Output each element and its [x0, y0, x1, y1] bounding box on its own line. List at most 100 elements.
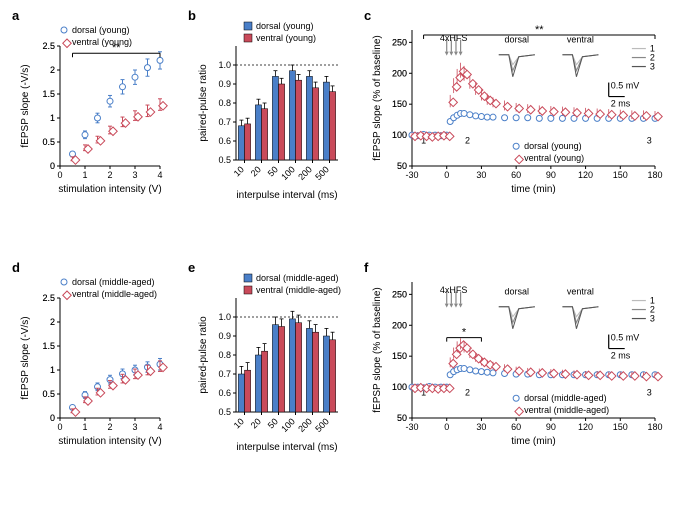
- svg-text:dorsal (middle-aged): dorsal (middle-aged): [256, 273, 339, 283]
- svg-text:0.5 mV: 0.5 mV: [611, 333, 640, 343]
- svg-text:c: c: [364, 8, 371, 23]
- svg-text:180: 180: [647, 170, 662, 180]
- svg-text:-30: -30: [405, 422, 418, 432]
- svg-text:10: 10: [232, 164, 246, 178]
- svg-text:0.5: 0.5: [218, 407, 231, 417]
- svg-text:e: e: [188, 260, 195, 275]
- svg-text:1: 1: [50, 365, 55, 375]
- svg-text:3: 3: [650, 314, 655, 324]
- svg-text:0.5: 0.5: [218, 155, 231, 165]
- svg-text:150: 150: [613, 422, 628, 432]
- svg-text:-30: -30: [405, 170, 418, 180]
- svg-text:ventral (young): ventral (young): [524, 153, 584, 163]
- svg-text:60: 60: [511, 170, 521, 180]
- svg-text:90: 90: [546, 422, 556, 432]
- svg-text:paired-pulse ratio: paired-pulse ratio: [198, 316, 209, 394]
- svg-text:2: 2: [465, 136, 470, 146]
- svg-text:30: 30: [476, 170, 486, 180]
- svg-text:2.5: 2.5: [42, 41, 55, 51]
- svg-text:1: 1: [82, 422, 87, 432]
- svg-text:250: 250: [392, 289, 407, 299]
- svg-text:0.8: 0.8: [218, 98, 231, 108]
- svg-text:200: 200: [392, 320, 407, 330]
- svg-text:150: 150: [392, 351, 407, 361]
- svg-text:b: b: [188, 8, 196, 23]
- svg-text:50: 50: [266, 164, 280, 178]
- svg-text:0.9: 0.9: [218, 331, 231, 341]
- svg-text:0.5: 0.5: [42, 137, 55, 147]
- svg-text:stimulation intensity (V): stimulation intensity (V): [58, 436, 161, 447]
- svg-text:50: 50: [266, 416, 280, 430]
- svg-text:2: 2: [50, 65, 55, 75]
- svg-text:dorsal: dorsal: [505, 287, 530, 297]
- svg-text:100: 100: [279, 164, 297, 182]
- svg-text:500: 500: [313, 164, 331, 182]
- svg-text:30: 30: [476, 422, 486, 432]
- svg-text:3: 3: [647, 136, 652, 146]
- svg-text:150: 150: [392, 99, 407, 109]
- svg-text:0.7: 0.7: [218, 117, 231, 127]
- svg-text:2: 2: [465, 388, 470, 398]
- svg-text:1: 1: [50, 113, 55, 123]
- svg-text:20: 20: [249, 164, 263, 178]
- svg-text:200: 200: [392, 68, 407, 78]
- svg-text:interpulse interval (ms): interpulse interval (ms): [236, 442, 337, 453]
- svg-text:fEPSP slope (-V/s): fEPSP slope (-V/s): [20, 316, 31, 399]
- svg-text:150: 150: [613, 170, 628, 180]
- svg-text:ventral: ventral: [567, 287, 594, 297]
- svg-text:dorsal (middle-aged): dorsal (middle-aged): [524, 393, 607, 403]
- svg-text:ventral (young): ventral (young): [72, 37, 132, 47]
- svg-text:50: 50: [397, 413, 407, 423]
- svg-text:180: 180: [647, 422, 662, 432]
- svg-text:dorsal (middle-aged): dorsal (middle-aged): [72, 277, 155, 287]
- svg-text:ventral (middle-aged): ventral (middle-aged): [524, 405, 609, 415]
- svg-text:1.5: 1.5: [42, 341, 55, 351]
- svg-text:3: 3: [132, 170, 137, 180]
- svg-text:3: 3: [650, 62, 655, 72]
- svg-text:0.5: 0.5: [42, 389, 55, 399]
- svg-text:1.0: 1.0: [218, 60, 231, 70]
- svg-text:0: 0: [50, 413, 55, 423]
- svg-text:1.0: 1.0: [218, 312, 231, 322]
- svg-text:f: f: [364, 260, 369, 275]
- svg-text:60: 60: [511, 422, 521, 432]
- svg-text:time (min): time (min): [511, 436, 555, 447]
- svg-text:1.5: 1.5: [42, 89, 55, 99]
- svg-text:100: 100: [279, 416, 297, 434]
- svg-text:120: 120: [578, 422, 593, 432]
- svg-text:fEPSP slope (% of baseline): fEPSP slope (% of baseline): [372, 287, 383, 412]
- svg-text:90: 90: [546, 170, 556, 180]
- svg-text:500: 500: [313, 416, 331, 434]
- svg-text:120: 120: [578, 170, 593, 180]
- svg-text:200: 200: [296, 164, 314, 182]
- svg-text:20: 20: [249, 416, 263, 430]
- svg-text:100: 100: [392, 130, 407, 140]
- svg-text:10: 10: [232, 416, 246, 430]
- svg-text:fEPSP slope (% of baseline): fEPSP slope (% of baseline): [372, 35, 383, 160]
- svg-text:a: a: [12, 8, 20, 23]
- svg-text:ventral (middle-aged): ventral (middle-aged): [72, 289, 157, 299]
- svg-text:4: 4: [157, 422, 162, 432]
- svg-text:ventral (young): ventral (young): [256, 33, 316, 43]
- svg-text:0: 0: [444, 422, 449, 432]
- svg-text:stimulation intensity (V): stimulation intensity (V): [58, 184, 161, 195]
- svg-text:3: 3: [132, 422, 137, 432]
- svg-text:2: 2: [107, 170, 112, 180]
- svg-text:**: **: [535, 24, 544, 36]
- svg-text:250: 250: [392, 37, 407, 47]
- svg-text:0.6: 0.6: [218, 136, 231, 146]
- svg-text:2: 2: [107, 422, 112, 432]
- svg-text:d: d: [12, 260, 20, 275]
- svg-text:fEPSP slope (-V/s): fEPSP slope (-V/s): [20, 64, 31, 147]
- svg-text:**: **: [112, 42, 121, 54]
- svg-text:3: 3: [647, 388, 652, 398]
- svg-text:4: 4: [157, 170, 162, 180]
- svg-text:2 ms: 2 ms: [611, 99, 631, 109]
- svg-text:0.7: 0.7: [218, 369, 231, 379]
- svg-text:4xHFS: 4xHFS: [440, 285, 468, 295]
- svg-text:2: 2: [50, 317, 55, 327]
- svg-text:dorsal (young): dorsal (young): [256, 21, 314, 31]
- svg-text:0.8: 0.8: [218, 350, 231, 360]
- svg-text:time (min): time (min): [511, 184, 555, 195]
- svg-text:dorsal: dorsal: [505, 35, 530, 45]
